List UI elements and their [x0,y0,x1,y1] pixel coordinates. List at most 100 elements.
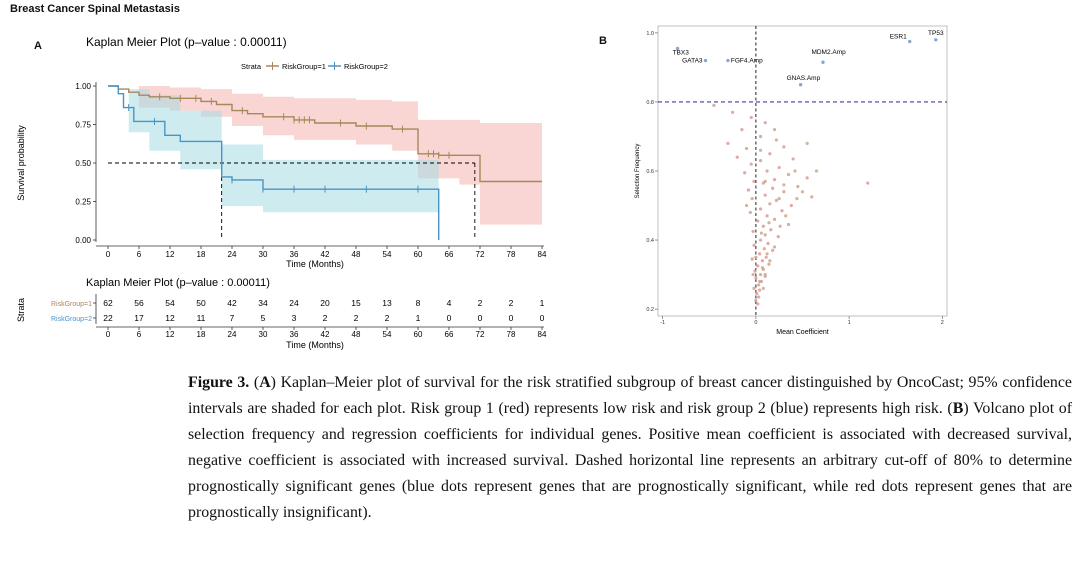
gene-label: GNAS.Amp [787,75,821,82]
volcano-point-insignificant [814,169,819,173]
volcano-point-significant [934,38,938,42]
risk-table-x-tick-label: 60 [414,330,423,339]
volcano-point-insignificant [760,266,765,270]
volcano-point-insignificant [765,252,769,256]
volcano-y-tick-label: 0.2 [646,307,654,313]
volcano-point-significant [703,58,708,63]
volcano-point-insignificant [726,141,730,145]
volcano-point-insignificant [805,141,809,145]
caption-label: Figure 3. [188,374,250,391]
risk-table-row-label: RiskGroup=1 [51,301,92,308]
volcano-point-insignificant [780,209,784,213]
risk-table-cell: 4 [447,298,452,308]
volcano-point-insignificant [763,233,767,237]
volcano-point-insignificant [754,255,758,259]
km-y-tick-label: 0.50 [75,159,91,168]
volcano-point-insignificant [791,157,795,161]
volcano-point-insignificant [757,295,761,299]
volcano-point-insignificant [776,234,780,239]
volcano-point-insignificant [763,193,767,197]
kaplan-meier-figure: Kaplan Meier Plot (p–value : 0.00011) Str… [16,35,547,350]
volcano-point-insignificant [755,291,759,296]
volcano-point-insignificant [768,202,772,206]
risk-table-cell: 50 [196,298,206,308]
risk-table-cell: 5 [261,313,266,323]
km-x-tick-label: 84 [538,250,547,259]
volcano-point-insignificant [751,229,755,234]
km-x-tick-label: 24 [228,250,237,259]
volcano-point-insignificant [771,248,775,253]
risk-table-cell: 12 [165,313,175,323]
volcano-point-insignificant [758,159,763,163]
volcano-point-insignificant [750,257,754,261]
volcano-x-tick-label: 2 [941,320,944,326]
volcano-point-insignificant [758,148,763,152]
km-y-tick-label: 0.25 [75,198,91,207]
volcano-point-insignificant [772,178,777,182]
volcano-point-insignificant [756,264,760,268]
volcano-point-insignificant [758,134,763,139]
volcano-point-insignificant [762,247,766,251]
volcano-point-insignificant [786,222,791,227]
risk-table-x-tick-label: 42 [321,330,330,339]
volcano-point-insignificant [750,197,754,201]
risk-table-cell: 2 [509,298,514,308]
risk-table-cell: 20 [320,298,330,308]
risk-table-cell: 2 [385,313,390,323]
volcano-point-insignificant [735,155,739,159]
volcano-point-insignificant [767,221,771,225]
risk-table-cell: 7 [230,313,235,323]
risk-table-cell: 11 [197,313,206,323]
km-x-tick-label: 72 [476,250,485,259]
volcano-point-insignificant [766,241,770,246]
risk-table-x-tick-label: 24 [228,330,237,339]
gene-label: ESR1 [890,34,907,41]
legend-entry-2: RiskGroup=2 [344,62,388,71]
volcano-point-insignificant [771,186,775,190]
volcano-x-tick-label: 0 [754,320,757,326]
volcano-point-insignificant [743,171,747,175]
volcano-point-insignificant [758,272,763,277]
volcano-y-axis-label: Selection Frequency [635,144,641,199]
risk-table-x-tick-label: 0 [106,330,111,339]
volcano-point-insignificant [793,169,797,173]
volcano-point-insignificant [789,203,793,208]
gene-label: GATA3 [682,58,703,65]
volcano-point-insignificant [765,169,769,173]
km-x-tick-label: 60 [414,250,423,259]
km-y-tick-label: 1.00 [75,82,91,91]
caption-text-a: ) Kaplan–Meier plot of survival for the … [188,374,1072,417]
risk-table-x-tick-label: 18 [197,330,206,339]
volcano-point-insignificant [746,188,751,192]
gene-label: TBX3 [673,49,690,56]
volcano-point-insignificant [805,176,809,180]
gene-label: MDM2.Amp [811,49,846,56]
volcano-point-significant [726,58,730,63]
volcano-point-insignificant [757,283,761,287]
km-x-tick-label: 6 [137,250,142,259]
gene-label: FGF4.Amp [731,58,763,65]
volcano-panel-border [657,25,948,317]
volcano-point-insignificant [778,224,782,228]
caption-open-a: ( [253,374,260,391]
volcano-point-insignificant [772,217,777,221]
volcano-point-insignificant [769,228,773,232]
volcano-point-insignificant [782,190,786,194]
risk-table-x-tick-label: 12 [166,330,175,339]
km-x-tick-label: 78 [507,250,516,259]
volcano-point-insignificant [777,197,781,201]
volcano-y-tick-label: 0.4 [646,238,654,244]
volcano-point-insignificant [758,238,763,242]
caption-b: B [952,400,964,417]
risk-table-row-label: RiskGroup=2 [51,316,92,323]
volcano-y-tick-label: 1.0 [646,31,654,37]
risk-table-x-tick-label: 6 [137,330,142,339]
km-x-tick-label: 66 [445,250,454,259]
volcano-point-insignificant [752,286,756,290]
volcano-y-tick-label: 0.8 [646,100,654,106]
km-y-tick-label: 0.00 [75,236,91,245]
risk-table-cell: 1 [416,313,421,323]
volcano-point-insignificant [754,298,758,303]
volcano-point-insignificant [759,231,764,235]
volcano-point-insignificant [765,214,769,218]
